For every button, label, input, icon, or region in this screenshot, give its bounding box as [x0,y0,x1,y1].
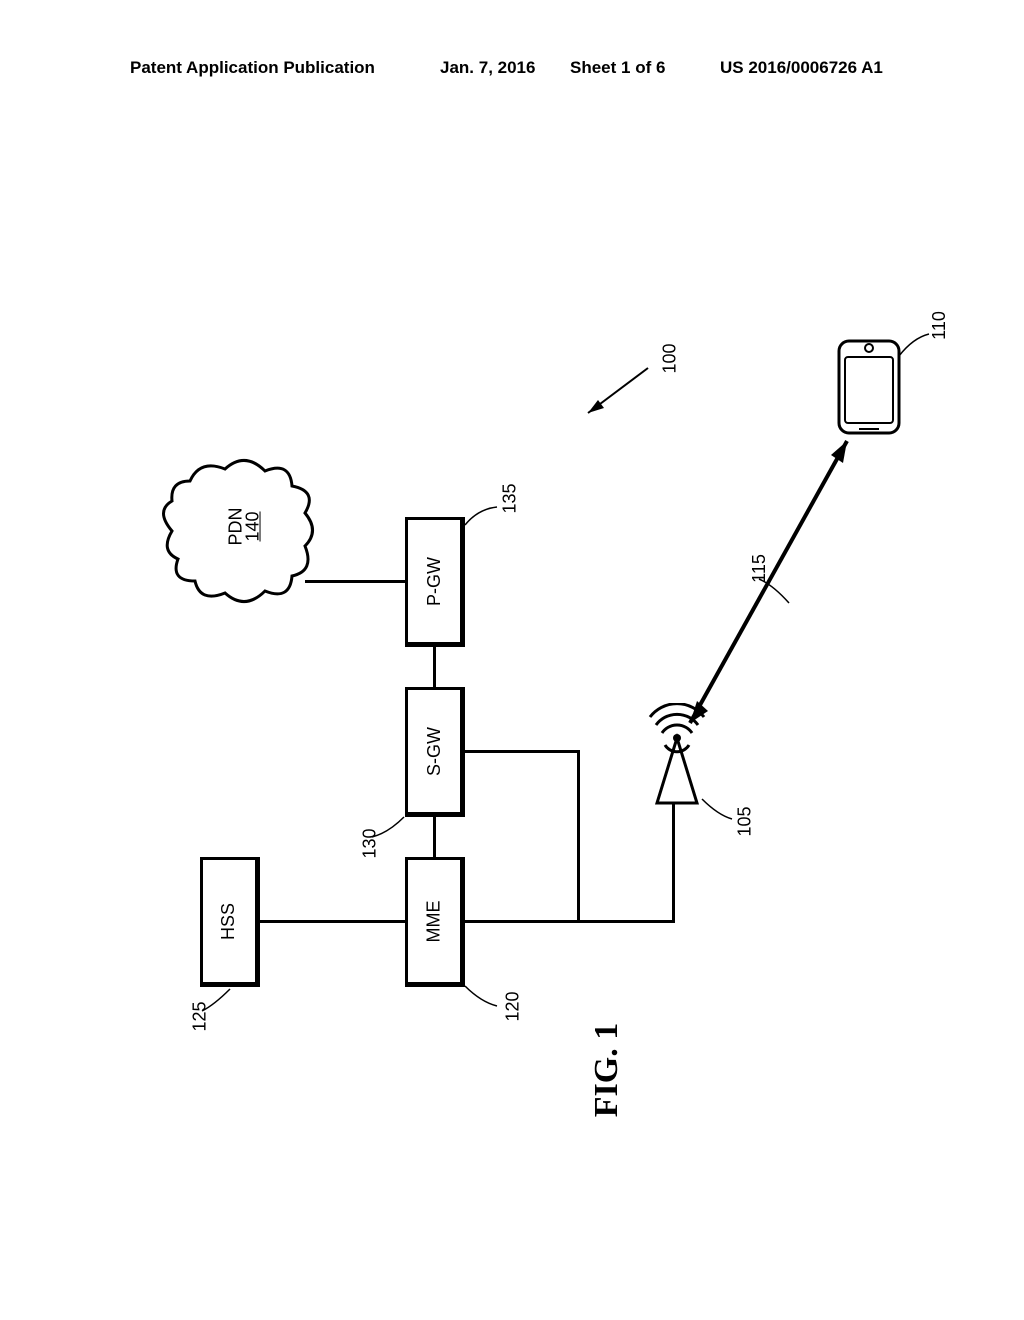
edge-mme-antenna-h [465,920,675,923]
hss-box: HSS [200,857,260,987]
ref-105: 105 [735,806,756,836]
figure-label: FIG. 1 [588,1023,626,1117]
leader-135 [463,503,503,533]
pgw-label: P-GW [424,557,445,606]
leader-105 [698,793,738,823]
mme-label: MME [424,900,445,942]
figure-frame: PDN 140 P-GW S-GW MME HSS [100,133,924,1203]
ref-110: 110 [929,311,950,340]
header-sheet: Sheet 1 of 6 [570,58,665,78]
edge-sgw-antenna-h [465,750,580,753]
ref-100: 100 [660,343,681,373]
hss-label: HSS [218,902,239,939]
header-date: Jan. 7, 2016 [440,58,535,78]
sgw-label: S-GW [424,727,445,776]
ref-100-arrow [570,358,660,428]
edge-pgw-sgw [433,647,436,687]
ref-120: 120 [503,991,524,1021]
diagram: PDN 140 P-GW S-GW MME HSS [100,133,924,1203]
edge-pdn-pgw [305,580,405,583]
page: Patent Application Publication Jan. 7, 2… [0,0,1024,1320]
leader-120 [463,980,503,1010]
ref-125: 125 [190,1001,211,1031]
edge-sgw-mme [433,817,436,857]
edge-hss-mme [260,920,405,923]
edge-sgw-antenna-v [577,750,580,923]
ref-140: 140 [243,511,264,541]
header-pubno: US 2016/0006726 A1 [720,58,883,78]
edge-antenna-v2 [672,801,675,923]
ref-115: 115 [749,554,770,583]
ref-130: 130 [360,828,381,858]
sgw-box: S-GW [405,687,465,817]
mme-box: MME [405,857,465,987]
pgw-box: P-GW [405,517,465,647]
header-left: Patent Application Publication [130,58,375,78]
ref-135: 135 [500,483,521,513]
